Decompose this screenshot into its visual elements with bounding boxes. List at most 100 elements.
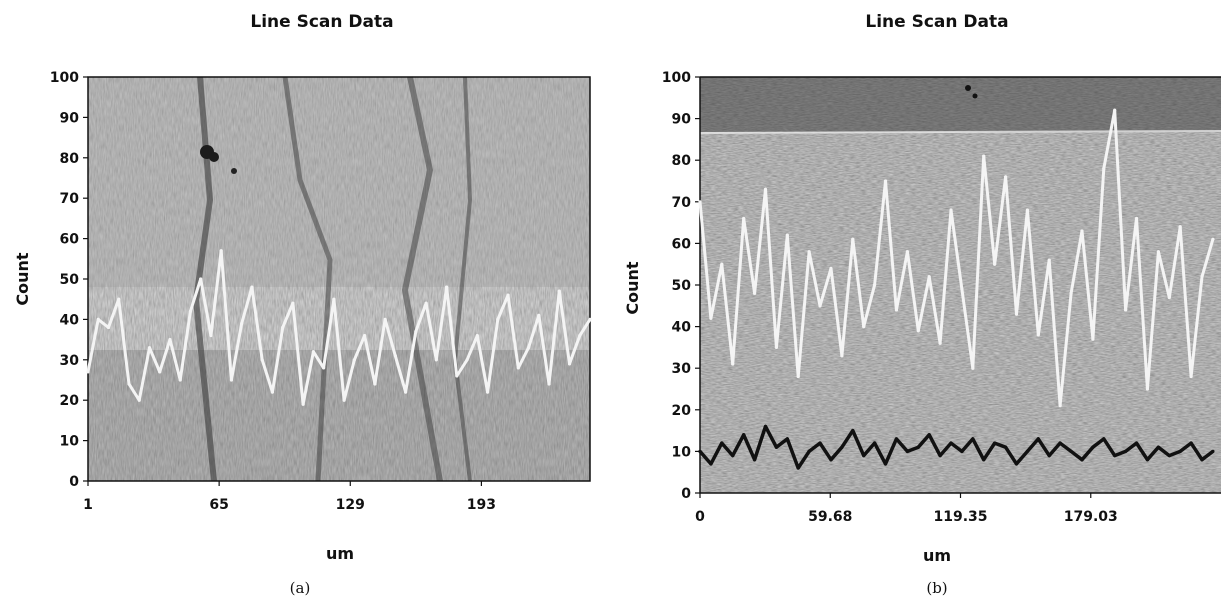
data-point bbox=[698, 449, 702, 453]
data-point bbox=[960, 449, 964, 453]
data-point bbox=[578, 333, 582, 338]
y-tick-label: 60 bbox=[672, 236, 692, 252]
data-point bbox=[742, 216, 746, 221]
data-point bbox=[785, 437, 789, 441]
data-point bbox=[763, 187, 768, 191]
data-point bbox=[485, 390, 490, 394]
data-point bbox=[301, 402, 305, 406]
x-axis-a: 1 65 129 193 bbox=[83, 481, 496, 513]
data-point bbox=[982, 458, 986, 462]
y-tick-label: 100 bbox=[662, 70, 691, 86]
chart-panel-a: Line Scan Data 0 10 20 30 40 50 60 70 80 90 100 1 6… bbox=[13, 12, 592, 597]
y-tick-label: 10 bbox=[60, 434, 80, 450]
data-point bbox=[455, 374, 459, 378]
data-point bbox=[742, 433, 746, 437]
data-point bbox=[1003, 445, 1008, 449]
data-point bbox=[873, 441, 877, 445]
data-point bbox=[342, 398, 346, 402]
y-tick-label: 70 bbox=[672, 195, 692, 211]
data-point bbox=[240, 321, 244, 326]
data-point bbox=[1036, 333, 1040, 337]
x-tick-label: 193 bbox=[467, 497, 496, 513]
data-point bbox=[916, 445, 920, 449]
data-point bbox=[1069, 291, 1073, 295]
series-line-2 bbox=[698, 424, 1214, 470]
data-point bbox=[1134, 441, 1139, 445]
data-point bbox=[86, 370, 90, 374]
data-point bbox=[506, 293, 510, 297]
y-tick-label: 30 bbox=[60, 353, 80, 369]
data-point bbox=[916, 329, 920, 333]
data-point bbox=[219, 249, 223, 253]
data-point bbox=[188, 309, 193, 313]
data-point bbox=[526, 346, 531, 350]
y-tick-label: 40 bbox=[672, 320, 692, 336]
data-point bbox=[444, 285, 449, 289]
data-point bbox=[1156, 250, 1160, 254]
data-point bbox=[1189, 441, 1193, 445]
data-point bbox=[1145, 458, 1150, 462]
data-point bbox=[322, 366, 326, 370]
y-tick-label: 30 bbox=[672, 361, 692, 377]
data-point bbox=[1025, 208, 1029, 212]
data-point bbox=[840, 445, 844, 449]
data-point bbox=[829, 458, 833, 462]
data-point bbox=[127, 382, 131, 386]
data-point bbox=[1014, 312, 1019, 316]
data-point bbox=[883, 179, 888, 183]
data-point bbox=[1102, 437, 1106, 441]
data-point bbox=[373, 382, 377, 386]
data-point bbox=[1189, 374, 1193, 379]
data-point bbox=[291, 301, 295, 305]
data-point bbox=[752, 458, 757, 462]
chart-panel-b: Line Scan Data 0 10 20 30 40 50 60 70 80 90 100 0 5… bbox=[623, 12, 1221, 597]
data-point bbox=[332, 297, 336, 301]
data-point bbox=[393, 354, 397, 358]
data-point bbox=[1102, 166, 1106, 171]
y-tick-label: 40 bbox=[60, 312, 80, 328]
data-point bbox=[1003, 175, 1008, 179]
y-tick-label: 90 bbox=[672, 112, 692, 128]
data-point bbox=[818, 304, 822, 308]
data-point bbox=[862, 325, 866, 329]
data-point bbox=[567, 362, 572, 366]
data-point bbox=[1113, 108, 1117, 112]
data-point bbox=[557, 289, 561, 293]
data-point bbox=[796, 374, 800, 379]
data-point bbox=[993, 262, 997, 266]
data-point bbox=[709, 462, 713, 466]
data-point bbox=[698, 200, 702, 204]
y-tick-label: 80 bbox=[60, 151, 80, 167]
x-tick-label: 0 bbox=[695, 509, 705, 525]
data-point bbox=[960, 287, 964, 291]
data-point bbox=[752, 291, 757, 295]
data-point bbox=[516, 366, 520, 370]
data-point bbox=[796, 466, 800, 470]
data-point bbox=[927, 433, 931, 437]
data-point bbox=[720, 441, 724, 445]
data-point bbox=[1167, 295, 1171, 300]
y-tick-label: 0 bbox=[69, 474, 79, 490]
data-point bbox=[1200, 458, 1204, 462]
data-point bbox=[403, 390, 408, 394]
data-point bbox=[905, 250, 909, 254]
data-point bbox=[829, 266, 833, 270]
chart-title-a: Line Scan Data bbox=[250, 12, 393, 32]
data-point bbox=[352, 358, 356, 362]
data-point bbox=[774, 345, 778, 349]
data-point bbox=[588, 317, 592, 321]
data-point bbox=[1145, 387, 1150, 391]
panel-caption-b: (b) bbox=[926, 579, 947, 597]
data-point bbox=[250, 285, 254, 289]
y-axis-a: 0 10 20 30 40 50 60 70 80 90 100 bbox=[50, 70, 88, 490]
data-point bbox=[1211, 237, 1215, 241]
series-group-b bbox=[698, 108, 1215, 470]
data-point bbox=[1156, 445, 1160, 449]
y-tick-label: 70 bbox=[60, 191, 80, 207]
y-tick-label: 0 bbox=[681, 486, 691, 502]
x-tick-label: 119.35 bbox=[933, 509, 987, 525]
chart-title-b: Line Scan Data bbox=[865, 12, 1008, 32]
data-point bbox=[475, 333, 479, 338]
data-point bbox=[1047, 453, 1051, 458]
data-point bbox=[465, 358, 469, 362]
